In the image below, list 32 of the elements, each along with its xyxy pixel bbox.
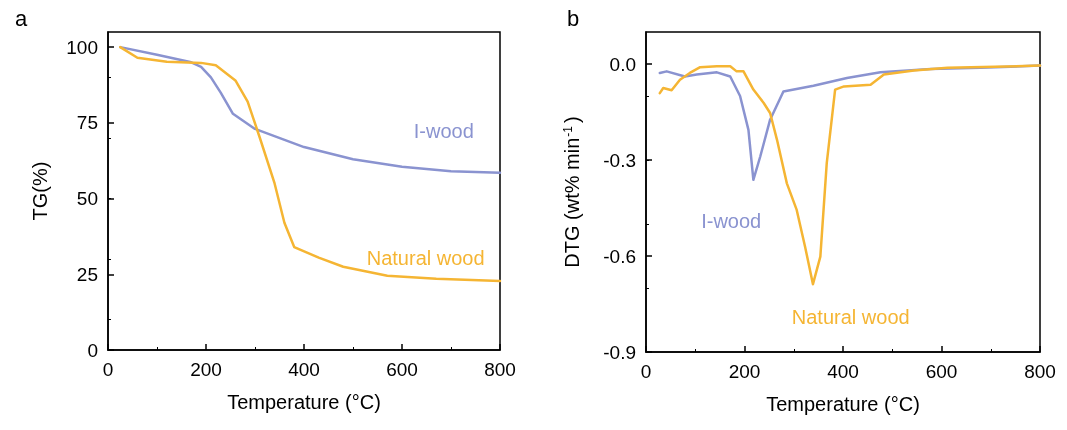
x-axis-title: Temperature (°C) xyxy=(227,391,381,413)
y-tick-label: 50 xyxy=(76,188,98,210)
x-tick-label: 600 xyxy=(925,361,958,382)
series-label: Natural wood xyxy=(791,306,910,329)
series-label: I-wood xyxy=(701,210,762,233)
x-tick-label: 200 xyxy=(728,361,761,382)
x-tick-label: 400 xyxy=(827,361,859,382)
line-series xyxy=(119,45,502,175)
series-label: I-wood xyxy=(413,120,474,143)
x-tick-label: 800 xyxy=(1024,361,1056,382)
chart-title: a xyxy=(15,5,28,31)
y-axis-title: TG(%) xyxy=(29,161,51,221)
y-axis-title: DTG (wt% min-1) xyxy=(561,116,583,268)
x-tick-label: 800 xyxy=(484,359,516,380)
y-tick-label: 0.0 xyxy=(609,53,636,75)
y-tick-label: 75 xyxy=(76,112,98,134)
chart-title: b xyxy=(567,5,580,31)
x-axis-title: Temperature (°C) xyxy=(766,393,920,415)
x-tick-label: 600 xyxy=(386,359,418,380)
y-tick-label: -0.3 xyxy=(603,149,636,171)
y-tick-label: -0.9 xyxy=(603,341,636,363)
y-tick-label: 0 xyxy=(87,339,98,361)
y-tick-label: 25 xyxy=(76,263,98,285)
x-tick-label: 400 xyxy=(288,359,320,380)
series-label: Natural wood xyxy=(366,247,485,270)
y-tick-label: -0.6 xyxy=(603,245,636,267)
x-tick-label: 0 xyxy=(640,361,652,382)
line-series xyxy=(119,45,502,283)
line-series xyxy=(658,64,1042,286)
x-tick-label: 0 xyxy=(102,359,114,380)
y-tick-label: 100 xyxy=(66,36,98,58)
x-tick-label: 200 xyxy=(190,359,222,380)
